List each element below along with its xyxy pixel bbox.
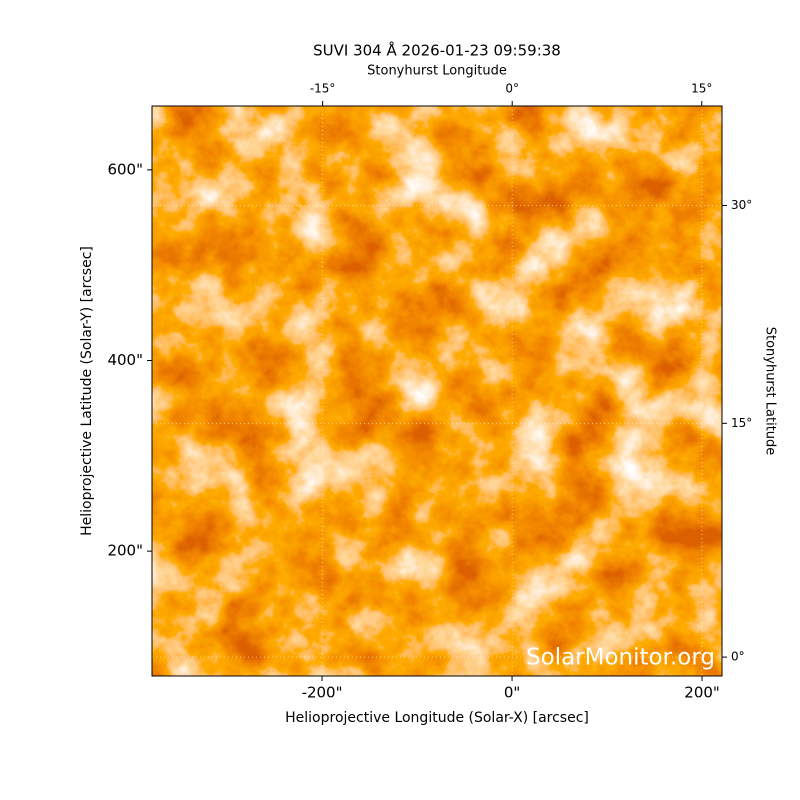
x-tick-label: 200" [684, 684, 720, 702]
y-tick-label: 600" [107, 160, 143, 178]
x-label: Helioprojective Longitude (Solar-X) [arc… [285, 710, 589, 726]
y2-tick-label: 0° [731, 650, 745, 664]
y-tick-label: 400" [107, 351, 143, 369]
y2-tick-label: 30° [731, 198, 752, 212]
y-tick-label: 200" [107, 542, 143, 560]
x2-tick-label: 15° [691, 82, 712, 96]
axes: -200" 0" 200" 200" 400" 600" -15° 0° 15° 0° 15° 30° [107, 82, 752, 702]
x2-tick-label: 0° [505, 82, 519, 96]
x2-label: Stonyhurst Longitude [367, 64, 507, 79]
plot-frame [151, 105, 723, 677]
y2-tick-label: 15° [731, 416, 752, 430]
y2-label: Stonyhurst Latitude [763, 327, 778, 456]
x-tick-label: 0" [504, 684, 520, 702]
x-tick-label: -200" [302, 684, 343, 702]
x2-tick-label: -15° [310, 82, 336, 96]
y-label: Helioprojective Latitude (Solar-Y) [arcs… [79, 246, 95, 536]
chart-title: SUVI 304 Å 2026-01-23 09:59:38 [313, 41, 561, 60]
solar-image [152, 106, 722, 676]
